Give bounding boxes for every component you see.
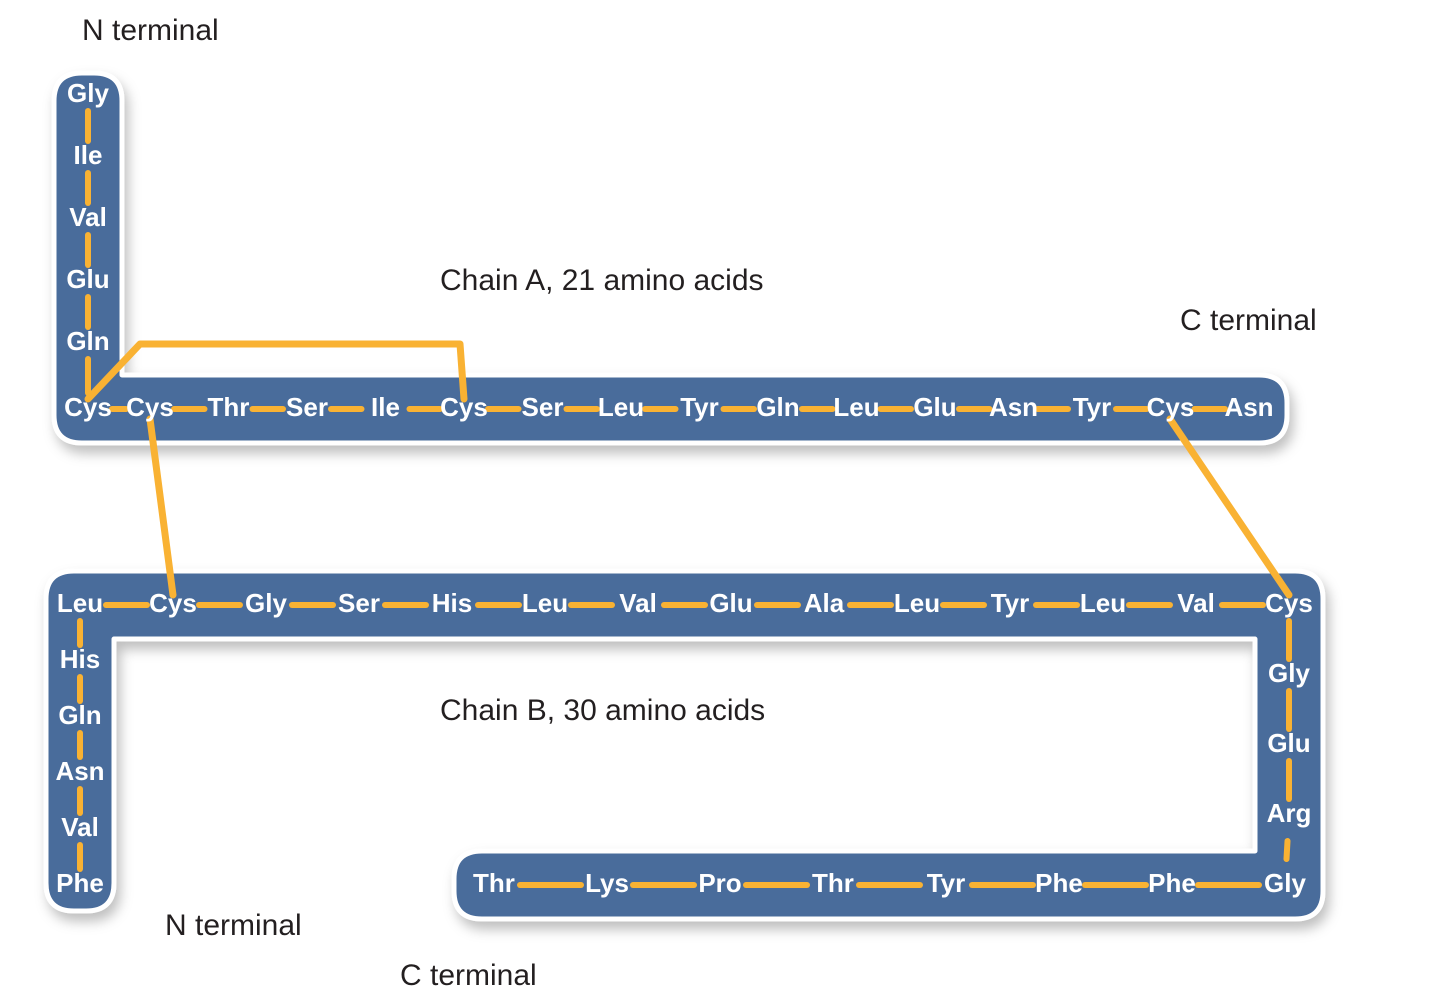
c-terminal-a-label: C terminal: [1180, 304, 1317, 337]
amino-acid: Phe: [1148, 868, 1196, 898]
text-labels: N terminal C terminal Chain A, 21 amino ac…: [82, 14, 1317, 992]
amino-acid: Asn: [989, 392, 1038, 422]
amino-acid: Cys: [1265, 588, 1313, 618]
amino-acid: Ser: [338, 588, 380, 618]
peptide-bonds: [80, 111, 1289, 885]
amino-acid: Cys: [149, 588, 197, 618]
amino-acid: Leu: [522, 588, 568, 618]
amino-acid: Gly: [1268, 658, 1310, 688]
amino-acid: Thr: [812, 868, 854, 898]
amino-acid: Glu: [913, 392, 956, 422]
amino-acid: Leu: [57, 588, 103, 618]
amino-acid: Phe: [1035, 868, 1083, 898]
amino-acid: Phe: [56, 868, 104, 898]
chain-b-backbone: [46, 571, 1323, 919]
amino-acid: Ser: [286, 392, 328, 422]
amino-acid: Ala: [804, 588, 845, 618]
amino-acid: Leu: [1080, 588, 1126, 618]
amino-acid: Cys: [64, 392, 112, 422]
amino-acid: Glu: [709, 588, 752, 618]
amino-acid: Pro: [698, 868, 741, 898]
amino-acid: Gly: [245, 588, 287, 618]
amino-acid: Ser: [522, 392, 564, 422]
amino-acid: Gln: [756, 392, 799, 422]
amino-acid: Cys: [1147, 392, 1195, 422]
amino-acid: Tyr: [927, 868, 966, 898]
amino-acid: Gly: [1264, 868, 1306, 898]
amino-acid: Leu: [598, 392, 644, 422]
amino-acid: Lys: [585, 868, 629, 898]
chain-a-label: Chain A, 21 amino acids: [440, 264, 764, 297]
amino-acid: Arg: [1267, 798, 1312, 828]
n-terminal-a-label: N terminal: [82, 14, 219, 47]
amino-acid: Gln: [66, 326, 109, 356]
amino-acid: Ile: [371, 392, 400, 422]
amino-acid: Cys: [440, 392, 488, 422]
amino-acid: Leu: [894, 588, 940, 618]
amino-acid: His: [432, 588, 472, 618]
insulin-structure-diagram: Gly Ile Val Glu Gln Cys Cys Thr Ser Ile Cys Ser Leu T…: [0, 0, 1436, 1002]
c-terminal-b-label: C terminal: [400, 959, 537, 992]
amino-acid: Glu: [1267, 728, 1310, 758]
chain-b-label: Chain B, 30 amino acids: [440, 694, 765, 727]
n-terminal-b-label: N terminal: [165, 909, 302, 942]
amino-acid: Gln: [58, 700, 101, 730]
amino-acid: Thr: [208, 392, 250, 422]
amino-acid: Val: [61, 812, 99, 842]
amino-acid: Tyr: [1073, 392, 1112, 422]
amino-acid: Asn: [1224, 392, 1273, 422]
amino-acid: Cys: [126, 392, 174, 422]
amino-acid: Val: [1177, 588, 1215, 618]
peptide-bond: [1286, 841, 1287, 859]
chain-a-backbone: [54, 73, 1287, 443]
amino-acid: Tyr: [680, 392, 719, 422]
amino-acid: Ile: [74, 140, 103, 170]
amino-acid: Val: [69, 202, 107, 232]
amino-acid: Asn: [55, 756, 104, 786]
amino-acid: His: [60, 644, 100, 674]
amino-acid: Leu: [833, 392, 879, 422]
amino-acid-labels: Gly Ile Val Glu Gln Cys Cys Thr Ser Ile Cys Ser Leu T…: [55, 78, 1312, 898]
amino-acid: Tyr: [991, 588, 1030, 618]
amino-acid: Glu: [66, 264, 109, 294]
amino-acid: Thr: [473, 868, 515, 898]
amino-acid: Val: [619, 588, 657, 618]
amino-acid: Gly: [67, 78, 109, 108]
